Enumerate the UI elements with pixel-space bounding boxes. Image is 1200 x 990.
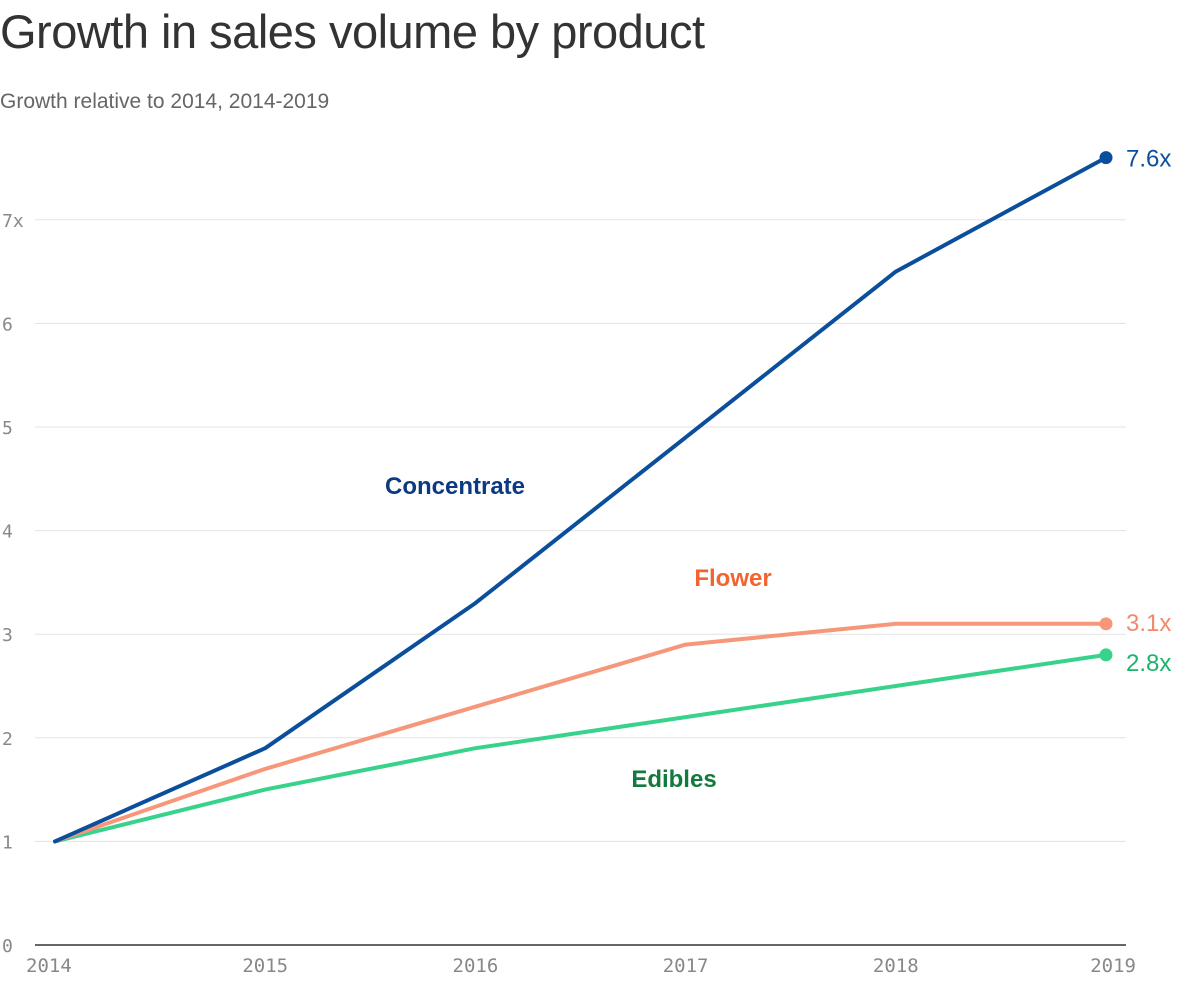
y-tick-label: 4 — [2, 522, 13, 543]
y-tick-label: 1 — [2, 832, 13, 853]
x-tick-label: 2018 — [873, 955, 919, 977]
series-name-label-concentrate: Concentrate — [385, 473, 525, 500]
y-tick-label: 0 — [2, 936, 13, 957]
series-line-edibles — [53, 652, 1108, 844]
end-point-concentrate — [1099, 151, 1113, 165]
end-point-edibles — [1099, 648, 1113, 662]
series-name-label-edibles: Edibles — [631, 766, 716, 793]
x-tick-label: 2016 — [453, 955, 499, 977]
y-axis-ticks: 0 1 2 3 4 5 6 7x — [2, 211, 24, 957]
series-line-concentrate — [53, 155, 1108, 844]
x-tick-label: 2017 — [663, 955, 709, 977]
y-tick-label: 5 — [2, 418, 13, 439]
series-labels: 2.8x Edibles 3.1x Flower 7.6x Concentrate — [385, 146, 1171, 793]
end-value-label-concentrate: 7.6x — [1126, 146, 1171, 173]
x-tick-label: 2019 — [1090, 955, 1136, 977]
end-value-label-flower: 3.1x — [1126, 610, 1171, 637]
y-tick-label: 6 — [2, 314, 13, 335]
x-tick-label: 2014 — [26, 955, 72, 977]
chart-subtitle: Growth relative to 2014, 2014-2019 — [0, 90, 330, 113]
x-axis-ticks: 2014 2015 2016 2017 2018 2019 — [26, 955, 1136, 977]
y-tick-label: 7x — [2, 211, 24, 232]
end-value-label-edibles: 2.8x — [1126, 650, 1171, 677]
end-point-flower — [1099, 617, 1113, 631]
grid-lines — [35, 219, 1126, 946]
chart-title: Growth in sales volume by product — [0, 5, 705, 58]
y-tick-label: 2 — [2, 729, 13, 750]
y-tick-label: 3 — [2, 625, 13, 646]
x-tick-label: 2015 — [242, 955, 288, 977]
series-name-label-flower: Flower — [694, 565, 771, 592]
series-lines — [53, 151, 1113, 844]
series-line-flower — [53, 621, 1108, 844]
